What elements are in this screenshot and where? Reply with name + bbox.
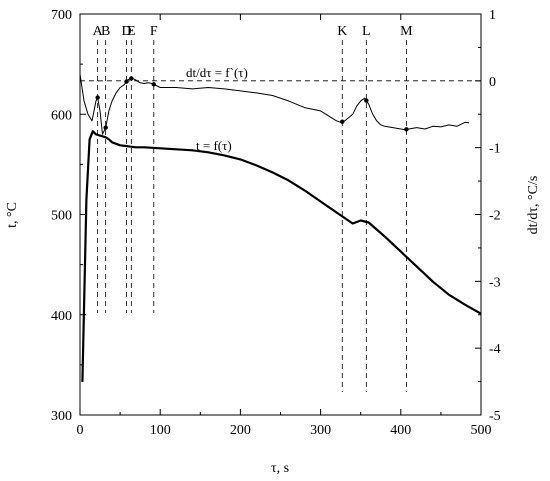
y-right-tick-label: 1 (489, 8, 496, 23)
series-lines (79, 74, 482, 382)
y-right-tick-label: -4 (489, 342, 501, 357)
series-line-temperature (81, 130, 482, 382)
y-left-tick-label: 300 (51, 409, 72, 424)
x-tick-label: 400 (390, 423, 411, 438)
y-left-tick-label: 600 (51, 108, 72, 123)
marker-label-M: M (400, 24, 413, 39)
x-tick-label: 300 (310, 423, 331, 438)
y-axis-right-label: dt/dτ, °C/s (526, 176, 541, 235)
y-left-tick-label: 700 (51, 8, 72, 23)
marker-label-L: L (362, 24, 371, 39)
x-axis-label: τ, s (271, 461, 289, 476)
x-tick-label: 200 (230, 423, 251, 438)
y-right-tick-label: -1 (489, 142, 501, 157)
marker-label-A: A (93, 24, 104, 39)
annotation-temperature-label: t = f(τ) (196, 138, 232, 153)
y-right-tick-label: 0 (489, 75, 496, 90)
y-axis-left-label: t, °C (5, 202, 20, 228)
event-markers: AB DE F K L M (93, 24, 413, 392)
x-tick-label: 500 (471, 423, 492, 438)
marker-label-B: B (101, 24, 110, 39)
marker-label-K: K (337, 24, 347, 39)
marker-label-D: D (121, 24, 131, 39)
marker-label-E: E (127, 24, 136, 39)
y-right-tick-label: -3 (489, 275, 501, 290)
y-left-tick-label: 400 (51, 309, 72, 324)
series-line-derivative (79, 74, 470, 135)
y-left-tick-label: 500 (51, 209, 72, 224)
plot-frame (79, 13, 482, 416)
axis-ticks: 0 100 200 300 400 500 300 400 500 600 700 -5 -4 -3 -2 -… (51, 8, 501, 438)
y-right-tick-label: -5 (489, 409, 501, 424)
plot-area (79, 13, 482, 416)
y-right-tick-label: -2 (489, 209, 501, 224)
marker-label-F: F (150, 24, 158, 39)
annotation-derivative-label: dt/dτ = f`(τ) (186, 65, 248, 80)
x-tick-label: 0 (77, 423, 84, 438)
x-tick-label: 100 (150, 423, 171, 438)
